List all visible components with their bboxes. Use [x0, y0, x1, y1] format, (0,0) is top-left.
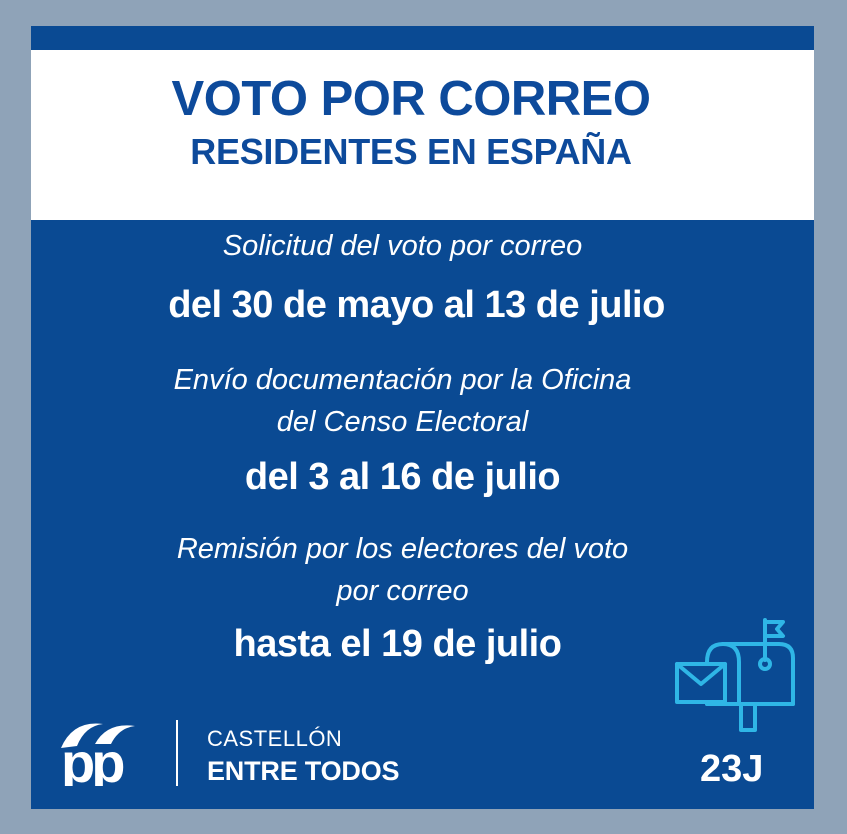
- logo-text: pp: [61, 731, 123, 786]
- election-date-tag: 23J: [700, 748, 764, 790]
- step-2-label-line-1: Envío documentación por la Oficina: [173, 364, 632, 396]
- footer-divider: [176, 720, 178, 786]
- page-subtitle: RESIDENTES EN ESPAÑA: [190, 131, 632, 172]
- flag-icon: [758, 618, 785, 671]
- envelope-icon: [675, 662, 727, 704]
- footer-slogan: ENTRE TODOS: [207, 756, 400, 786]
- step-2-label-line-2: del Censo Electoral: [276, 406, 529, 438]
- step-3-label-line-2: por correo: [336, 575, 469, 607]
- mailbox-icon: [675, 618, 795, 732]
- step-2-date: del 3 al 16 de julio: [244, 456, 561, 498]
- footer-location: CASTELLÓN: [207, 726, 343, 751]
- page-title: VOTO POR CORREO: [171, 72, 651, 126]
- step-1-label: Solicitud del voto por correo: [222, 230, 583, 262]
- step-1-date: del 30 de mayo al 13 de julio: [168, 284, 665, 326]
- header-band: [31, 50, 814, 220]
- poster-card: VOTO POR CORREO RESIDENTES EN ESPAÑA Sol…: [31, 26, 814, 809]
- step-3-label-line-1: Remisión por los electores del voto: [176, 533, 629, 565]
- step-3-date: hasta el 19 de julio: [233, 623, 562, 665]
- pp-logo: pp: [61, 723, 135, 786]
